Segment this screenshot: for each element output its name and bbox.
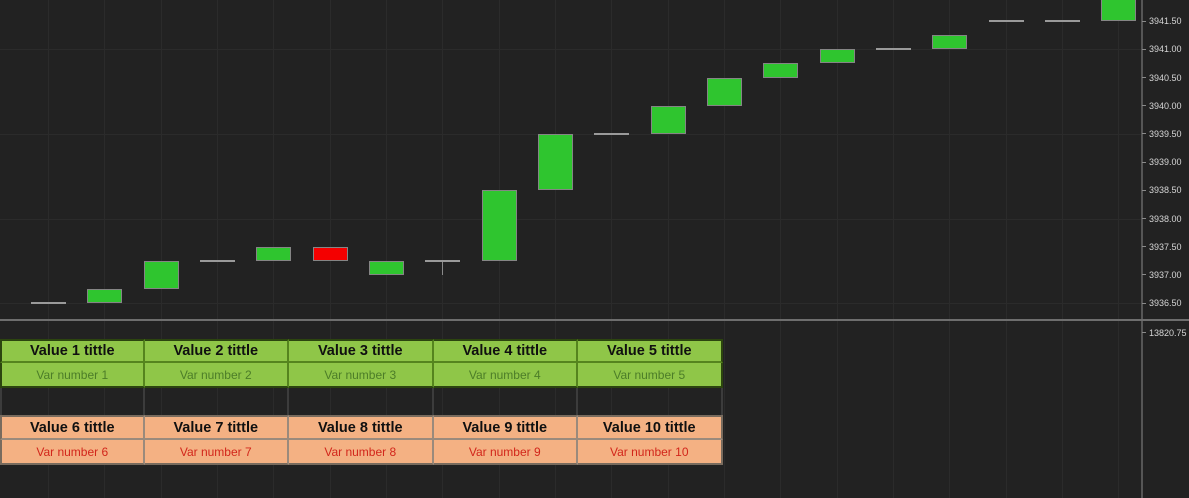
gridline-vertical	[554, 0, 556, 498]
price-axis-label-text: 3938.00	[1149, 213, 1182, 224]
price-axis-label-text: 3939.50	[1149, 128, 1182, 139]
values-table: Value 1 tittle Value 2 tittle Value 3 titt…	[0, 339, 723, 465]
candlestick[interactable]	[87, 289, 123, 304]
price-axis-label-text: 3938.50	[1149, 185, 1182, 196]
gridline-vertical	[1118, 0, 1120, 498]
candlestick[interactable]	[1101, 0, 1137, 22]
table-value-cell: Var number 7	[144, 440, 289, 465]
pane-separator[interactable]	[0, 319, 1189, 321]
price-axis-label-text: 3941.00	[1149, 44, 1182, 55]
gridline-vertical	[104, 0, 106, 498]
axis-tick-icon	[1142, 218, 1146, 220]
price-axis-label-text: 3936.50	[1149, 298, 1182, 309]
table-title-cell: Value 3 tittle	[289, 339, 434, 363]
candlestick[interactable]	[707, 77, 742, 106]
gridline-vertical	[949, 0, 951, 498]
axis-tick-icon	[1142, 332, 1146, 333]
axis-tick-icon	[1142, 189, 1146, 191]
candlestick-doji[interactable]	[988, 20, 1024, 23]
gridline-vertical	[780, 0, 782, 498]
candlestick-doji[interactable]	[594, 132, 630, 135]
table-title-cell: Value 2 tittle	[144, 339, 289, 363]
table-value-cell: Var number 1	[0, 363, 145, 388]
table-value-cell: Var number 10	[578, 440, 723, 465]
table-title-cell: Value 10 tittle	[578, 415, 723, 440]
axis-tick-icon	[1142, 133, 1146, 135]
gridline-vertical	[216, 0, 218, 498]
candlestick[interactable]	[368, 260, 404, 275]
candlestick[interactable]	[537, 133, 573, 191]
gridline-vertical	[893, 0, 895, 498]
gridline-vertical	[667, 0, 669, 498]
candlestick-doji[interactable]	[1045, 20, 1081, 23]
axis-tick-icon	[1142, 161, 1146, 163]
candlestick[interactable]	[312, 246, 348, 261]
chart-pane[interactable]	[0, 0, 1141, 498]
table-value-cell: Var number 3	[289, 363, 434, 388]
table-title-cell: Value 8 tittle	[289, 415, 434, 440]
candlestick-doji[interactable]	[30, 302, 66, 305]
candlestick[interactable]	[932, 35, 968, 50]
table-gap-cell	[0, 388, 145, 415]
table-title-cell: Value 7 tittle	[144, 415, 289, 440]
gridline-vertical	[47, 0, 49, 498]
table-title-cell: Value 4 tittle	[433, 339, 578, 363]
table-title-cell: Value 6 tittle	[0, 415, 145, 440]
gridline-vertical	[611, 0, 613, 498]
candlestick-doji[interactable]	[425, 259, 461, 262]
gridline-vertical	[1005, 0, 1007, 498]
candlestick-doji[interactable]	[876, 48, 912, 51]
table-gap-cell	[434, 388, 578, 415]
table-gap-cell	[578, 388, 723, 415]
table-value-cell: Var number 4	[433, 363, 578, 388]
candlestick[interactable]	[650, 105, 686, 134]
price-axis[interactable]: 13820.75 3941.50 3941.00 3940.50 3940.00 393…	[1141, 0, 1189, 498]
candlestick[interactable]	[143, 260, 179, 290]
axis-tick-icon	[1142, 246, 1146, 248]
price-axis-label-text: 3937.50	[1149, 241, 1182, 252]
axis-tick-icon	[1142, 77, 1146, 79]
table-value-cell: Var number 2	[144, 363, 289, 388]
table-title-cell: Value 9 tittle	[433, 415, 578, 440]
price-axis-label-text: 3937.00	[1149, 269, 1182, 280]
candlestick-doji[interactable]	[199, 259, 235, 262]
axis-tick-icon	[1142, 48, 1146, 50]
gridline-horizontal	[0, 49, 1141, 51]
candlestick[interactable]	[481, 190, 517, 261]
gridline-vertical	[1062, 0, 1064, 498]
candlestick[interactable]	[819, 49, 855, 64]
table-title-cell: Value 5 tittle	[578, 339, 723, 363]
candlestick[interactable]	[763, 63, 799, 78]
price-axis-label-text: 3941.50	[1149, 16, 1182, 27]
gridline-horizontal	[0, 218, 1141, 220]
gridline-vertical	[724, 0, 725, 498]
gridline-vertical	[160, 0, 162, 498]
axis-tick-icon	[1142, 20, 1146, 22]
table-title-cell: Value 1 tittle	[0, 339, 145, 363]
axis-tick-icon	[1142, 302, 1146, 304]
price-axis-label-text: 3939.00	[1149, 157, 1182, 168]
gridline-horizontal	[0, 303, 1141, 305]
table-value-cell: Var number 8	[289, 440, 434, 465]
table-value-cell: Var number 9	[433, 440, 578, 465]
price-axis-label-text: 3940.50	[1149, 72, 1182, 83]
table-gap-cell	[145, 388, 289, 415]
price-axis-border	[1141, 0, 1143, 498]
table-value-cell: Var number 5	[578, 363, 723, 388]
price-axis-label-text: 3940.00	[1149, 100, 1182, 111]
gridline-vertical	[442, 0, 444, 498]
gridline-vertical	[836, 0, 838, 498]
axis-tick-icon	[1142, 274, 1146, 276]
gridline-vertical	[385, 0, 387, 498]
candle-wick	[442, 260, 444, 275]
candlestick[interactable]	[256, 246, 292, 261]
table-gap-cell	[289, 388, 434, 415]
axis-tick-icon	[1142, 105, 1146, 107]
table-value-cell: Var number 6	[0, 440, 145, 465]
